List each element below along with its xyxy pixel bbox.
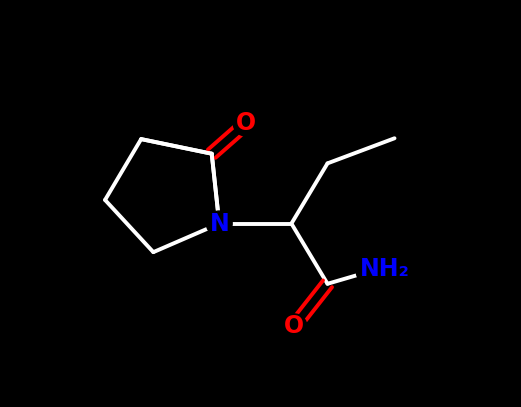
Circle shape xyxy=(206,211,232,236)
Circle shape xyxy=(356,246,402,291)
Circle shape xyxy=(233,111,259,136)
Text: O: O xyxy=(236,112,256,136)
Text: O: O xyxy=(284,315,304,339)
Text: NH₂: NH₂ xyxy=(361,257,410,281)
Circle shape xyxy=(281,314,307,339)
Text: N: N xyxy=(209,212,229,236)
